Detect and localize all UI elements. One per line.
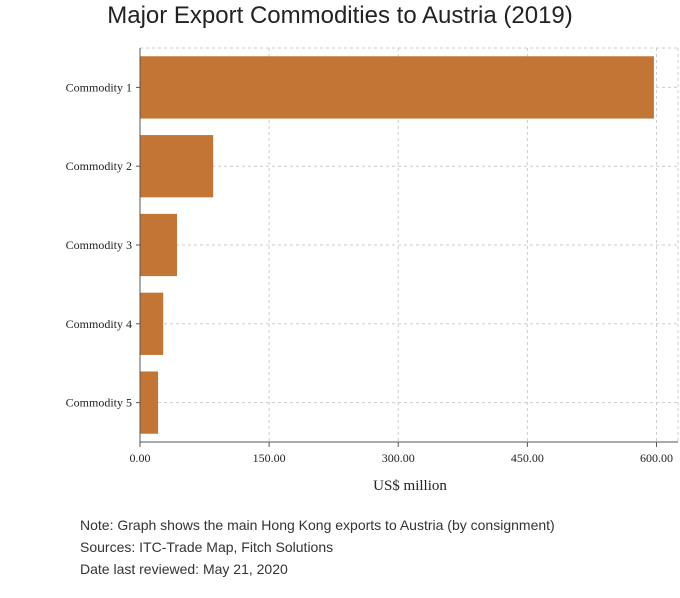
y-tick-label: Commodity 1: [66, 80, 132, 94]
note-text: Note: Graph shows the main Hong Kong exp…: [80, 517, 555, 533]
y-tick-label: Commodity 4: [66, 317, 132, 331]
axes: [136, 48, 678, 447]
bar: [140, 292, 164, 355]
date-reviewed-text: Date last reviewed: May 21, 2020: [80, 561, 288, 577]
chart-title: Major Export Commodities to Austria (201…: [107, 2, 573, 29]
y-tick-label: Commodity 2: [66, 159, 132, 173]
x-tick-label: 150.00: [253, 451, 286, 465]
bar: [140, 56, 654, 119]
y-tick-label: Commodity 5: [66, 396, 132, 410]
x-tick-label: 450.00: [511, 451, 544, 465]
bar: [140, 371, 159, 434]
bar: [140, 135, 214, 198]
bar: [140, 213, 178, 277]
x-tick-label: 300.00: [382, 451, 415, 465]
y-tick-labels: Commodity 1 Commodity 2 Commodity 3 Commodi…: [66, 80, 132, 409]
sources-text: Sources: ITC-Trade Map, Fitch Solutions: [80, 539, 334, 555]
x-tick-labels: 0.00 150.00 300.00 450.00 600.00: [130, 451, 673, 465]
chart-notes: Note: Graph shows the main Hong Kong exp…: [80, 514, 555, 580]
bar-chart: Commodity 1 Commodity 2 Commodity 3 Commodi…: [66, 47, 679, 494]
x-tick-label: 0.00: [130, 451, 151, 465]
x-tick-label: 600.00: [640, 451, 673, 465]
x-axis-title: US$ million: [373, 478, 447, 494]
bars: [140, 56, 654, 434]
y-tick-label: Commodity 3: [66, 238, 132, 252]
